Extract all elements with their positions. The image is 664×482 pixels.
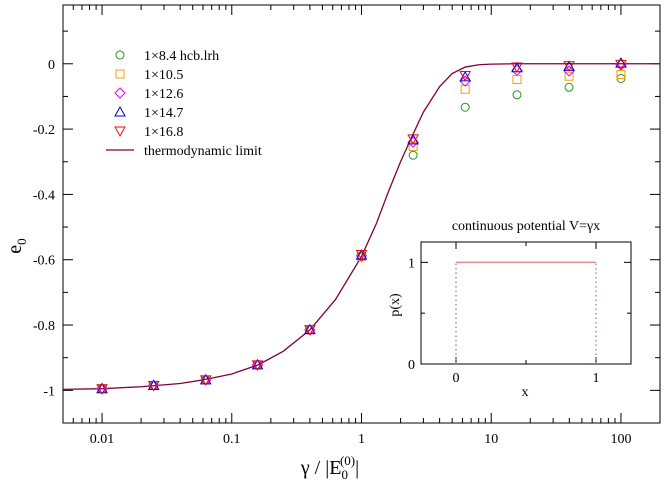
data-point-series-2 [616,70,626,80]
inset-y-tick-label: 1 [408,256,415,271]
data-point-series-1 [408,150,418,160]
data-point-series-3 [563,65,575,77]
data-point-series-2 [460,84,470,94]
data-point-series-2 [512,74,522,84]
y-tick-label: -0.8 [33,319,55,334]
inset-x-tick-label: 1 [593,371,600,386]
data-point-series-5 [407,134,419,145]
data-point-series-1 [512,90,522,100]
data-point-series-3 [511,64,523,77]
data-point-series-2 [564,71,574,81]
data-point-series-5 [511,62,523,74]
y-tick-label: -0.6 [33,254,55,269]
legend-marker-1 [115,50,125,60]
data-point-series-5 [615,59,627,71]
x-axis-title: γ / |E0(0)| [300,453,359,482]
legend-marker-2 [115,69,125,79]
legend-label-4: 1×14.7 [144,106,183,121]
x-tick-label: 0.1 [223,432,241,447]
legend-label-3: 1×12.6 [144,87,183,102]
data-point-series-5 [563,61,575,72]
inset-x-tick-label: 0 [453,371,460,386]
legend-label-1: 1×8.4 hcb.lrh [144,49,219,64]
data-point-series-5 [304,325,316,336]
data-point-series-5 [147,380,160,392]
data-point-series-5 [251,360,264,371]
y-tick-label: 0 [48,58,55,73]
data-point-series-5 [96,384,108,395]
legend-label-5: 1×16.8 [144,125,183,140]
inset-title: continuous potential V=γx [452,219,600,234]
y-tick-label: -0.4 [33,188,55,203]
data-point-series-5 [199,375,212,386]
y-tick-label: -1 [43,384,55,399]
data-point-series-4 [615,57,627,68]
data-point-series-3 [459,75,471,87]
legend-label-2: 1×10.5 [144,68,183,83]
y-tick-label: -0.2 [33,123,55,138]
legend-label-thermodynamic-limit: thermodynamic limit [144,144,262,159]
inset-frame [420,241,632,365]
inset-y-tick-label: 0 [408,358,415,373]
legend-marker-3 [114,87,126,99]
data-point-series-1 [564,82,574,92]
data-point-series-2 [408,141,418,151]
data-point-series-1 [460,102,470,112]
legend-marker-5 [114,126,126,138]
legend-marker-4 [114,105,126,117]
x-tick-label: 0.01 [90,432,115,447]
data-point-series-5 [355,249,368,261]
inset-y-label: p(x) [388,293,403,317]
x-tick-label: 1 [358,432,365,447]
x-tick-label: 10 [484,432,498,447]
inset-plot: 0 1 0 1 [408,241,632,386]
data-point-series-5 [459,71,472,82]
y-axis-title: e0 [4,238,29,253]
x-tick-label: 100 [610,432,631,447]
inset-x-label: x [522,385,529,400]
main-plot: 0.01 0.1 1 10 100-1-0.8-0.6-0.4-0.201×8.4 hc… [33,5,661,447]
